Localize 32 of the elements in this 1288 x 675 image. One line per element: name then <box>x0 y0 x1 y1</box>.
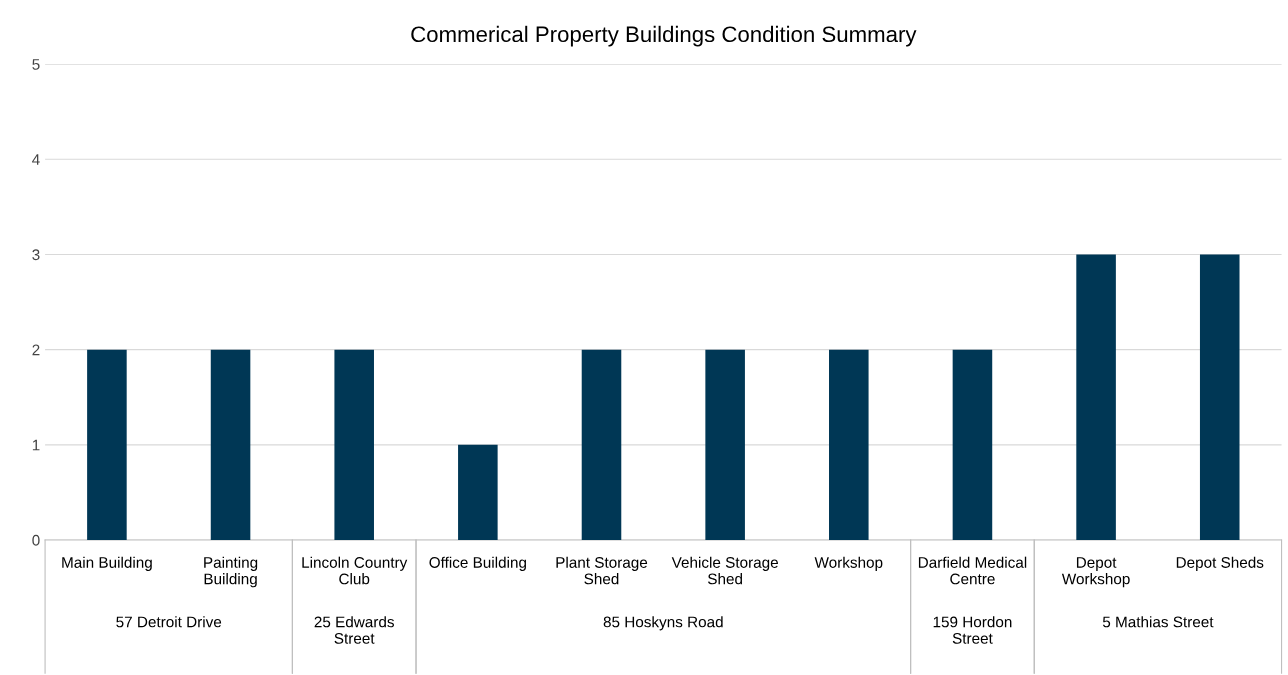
x-tick-label: Workshop <box>814 556 883 571</box>
x-tick-label: Depot Workshop <box>1061 557 1130 588</box>
bar <box>1076 254 1116 540</box>
x-tick-label: Lincoln Country Club <box>302 556 408 585</box>
bar <box>952 349 993 540</box>
text: 5 Mathias Street <box>1102 616 1214 628</box>
y-tick-label: 0 <box>32 534 40 546</box>
chart-title: Commerical Property Buildings Condition Summary <box>411 25 917 47</box>
bar <box>1199 254 1240 540</box>
text: 57 Detroit Drive <box>116 616 222 628</box>
bar <box>458 444 498 540</box>
y-tick-label: 2 <box>32 344 40 356</box>
x-tick-label: Main Building <box>62 556 152 571</box>
x-tick-label: Plant Storage Shed <box>556 556 648 585</box>
y-tick-label: 4 <box>32 154 40 165</box>
x-tick-label: Vehicle Storage Shed <box>671 556 778 585</box>
bar <box>87 349 127 540</box>
x-tick-label: Painting Building <box>204 556 258 588</box>
x-tick-label: Depot Sheds <box>1176 556 1264 571</box>
bar <box>210 349 251 540</box>
bar <box>705 349 745 540</box>
x-tick-label: Darfield Medical Centre <box>918 556 1027 585</box>
text: 25 Edwards Street <box>314 616 394 644</box>
y-tick-label: 3 <box>32 249 40 261</box>
bar <box>829 349 869 540</box>
y-tick-label: 5 <box>32 59 40 70</box>
text: 85 Hoskyns Road <box>603 616 723 631</box>
bar <box>581 349 622 540</box>
text: 159 Hordon Street <box>933 616 1012 644</box>
y-tick-label: 1 <box>32 439 40 451</box>
bar <box>334 349 374 540</box>
x-tick-label: Office Building <box>429 556 526 571</box>
